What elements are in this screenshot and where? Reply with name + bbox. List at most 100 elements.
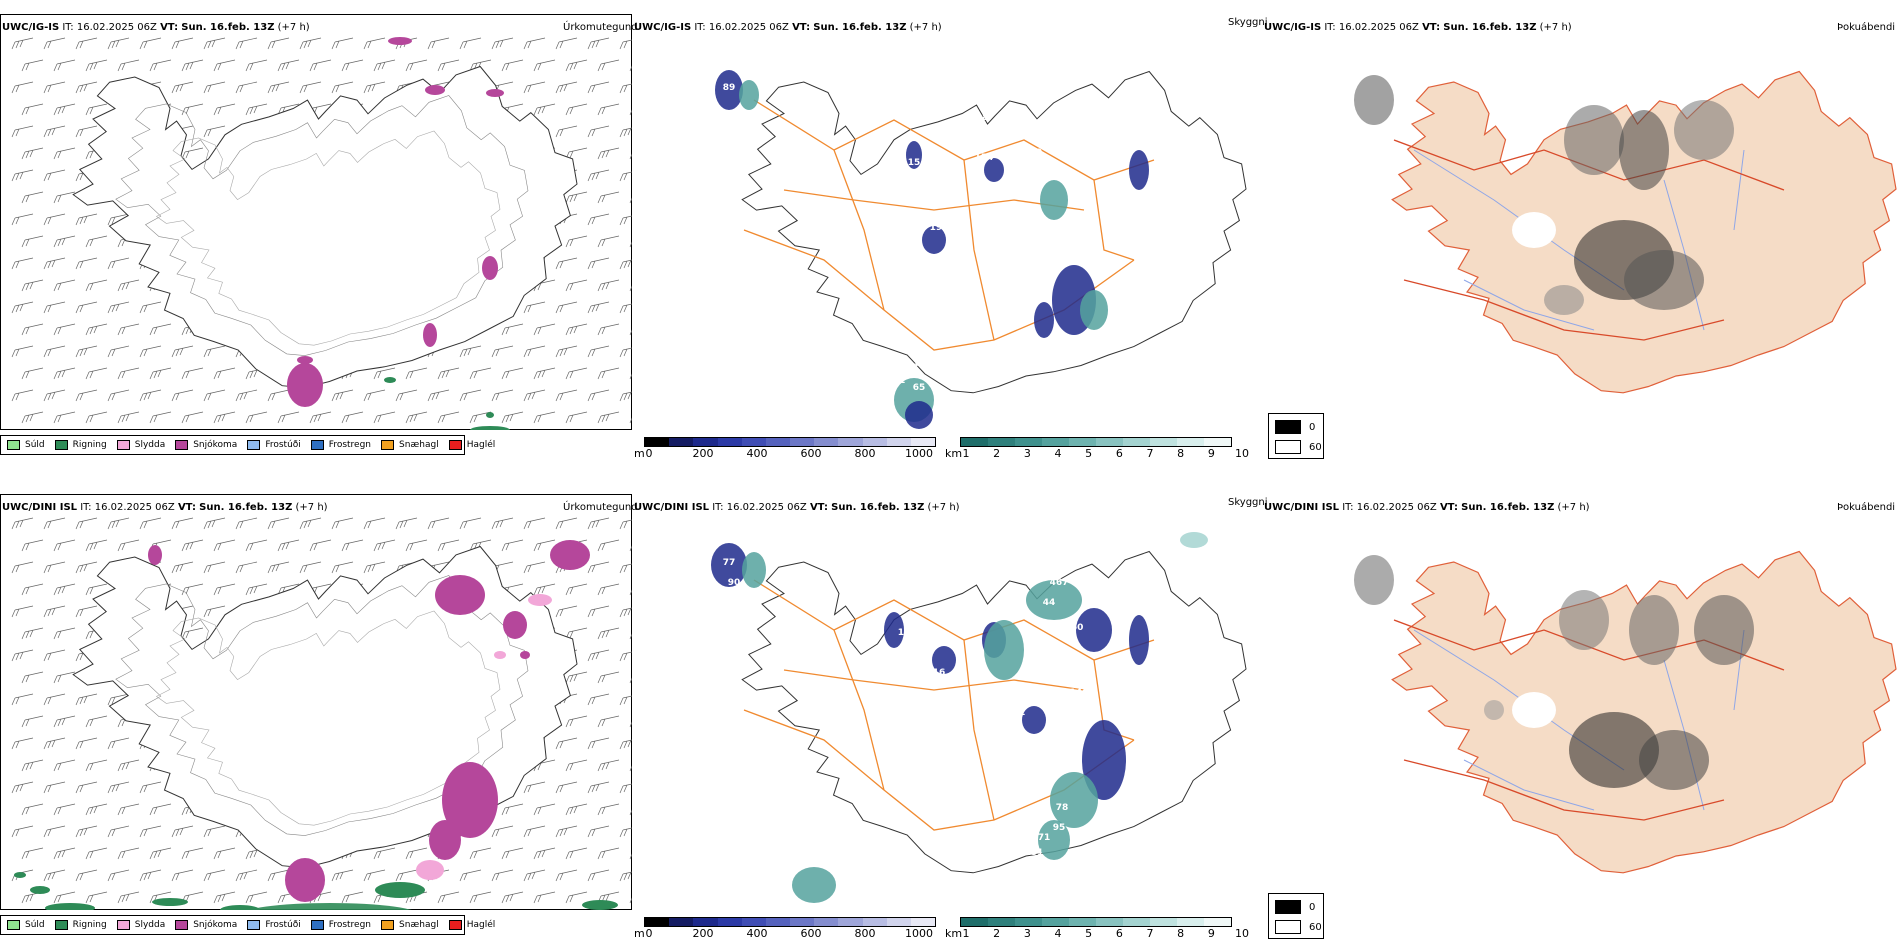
snow-area	[429, 820, 461, 860]
wind-barb	[203, 345, 226, 358]
wind-barb	[235, 869, 258, 882]
rain-area	[248, 903, 412, 910]
wind-barb	[565, 367, 588, 380]
low-ceiling-area	[984, 620, 1024, 680]
snow-area	[297, 356, 313, 364]
lead-time: (+7 h)	[295, 502, 328, 513]
wind-barb	[363, 869, 386, 882]
colorbar-tick-label: 9	[1207, 447, 1215, 460]
wind-barb	[523, 869, 546, 882]
precip-type-map-row2	[11, 517, 632, 910]
wind-barb	[277, 411, 300, 424]
wind-barb	[267, 517, 290, 530]
swatch	[116, 920, 130, 930]
wind-barb	[565, 891, 588, 904]
legend-item-drizzle: Súld	[7, 920, 45, 930]
wind-barb	[75, 869, 98, 882]
colorbar-tick-label: 3	[1023, 927, 1031, 940]
wind-barb	[523, 561, 546, 574]
river-line	[1463, 759, 1595, 811]
wind-barb	[107, 213, 130, 226]
rain-area	[45, 903, 95, 910]
wind-barb	[75, 737, 98, 750]
visibility-value-label: 11	[893, 376, 906, 386]
wind-barb	[11, 37, 34, 50]
wind-barb	[565, 583, 588, 596]
wind-barb	[565, 759, 588, 772]
wind-barb	[203, 125, 226, 138]
lead-time: (+7 h)	[1557, 502, 1590, 513]
swatch	[175, 920, 189, 930]
wind-barb	[43, 825, 66, 838]
legend-label: Frostúði	[265, 440, 301, 450]
fog-index-area	[1674, 100, 1734, 160]
wind-barb	[597, 191, 620, 204]
vt-label: VT:	[1439, 502, 1458, 513]
wind-barb	[629, 197, 632, 204]
road-line	[833, 629, 885, 791]
low-ceiling-area	[1040, 180, 1068, 220]
colorbar-tick-label: 800	[854, 927, 876, 940]
wind-barb	[629, 897, 632, 904]
wind-barb	[203, 825, 226, 838]
model-name: UWC/IG-IS	[1264, 22, 1322, 33]
swatch	[1275, 900, 1301, 914]
wind-barb	[43, 517, 66, 530]
wind-barb	[85, 367, 108, 380]
snow-area	[287, 363, 323, 407]
road-line	[1093, 179, 1135, 261]
colorbar-tick-label: 1	[962, 927, 970, 940]
swatch	[1275, 440, 1301, 454]
wind-barb	[53, 59, 76, 72]
swatch	[1275, 920, 1301, 934]
colorbar-tick-label: 2	[993, 927, 1001, 940]
model-name: UWC/IG-IS	[634, 22, 692, 33]
wind-barb	[43, 693, 66, 706]
wind-barb	[53, 147, 76, 160]
wind-barb	[523, 301, 546, 314]
wind-barb	[565, 279, 588, 292]
wind-barb	[533, 539, 556, 552]
wind-barb	[619, 783, 632, 794]
wind-barb	[597, 279, 620, 292]
snow-area	[148, 545, 162, 565]
wind-barb	[21, 759, 44, 772]
wind-barb	[565, 411, 588, 424]
panel-title-visibility: Skyggni	[1228, 497, 1268, 508]
lead-time: (+7 h)	[1539, 22, 1572, 33]
wind-barb	[43, 37, 66, 50]
wind-barb	[235, 561, 258, 574]
wind-barb	[21, 583, 44, 596]
wind-barb	[427, 389, 450, 402]
wind-barb	[629, 721, 632, 728]
wind-barb	[21, 539, 44, 552]
wind-barb	[21, 191, 44, 204]
wind-barb	[629, 241, 632, 248]
low-ceiling-area	[984, 158, 1004, 182]
precip-legend-row2: Súld Rigning Slydda Snjókoma Frostúði Fr…	[0, 915, 495, 935]
river-line	[1463, 279, 1595, 331]
wind-barb	[139, 869, 162, 882]
vt-label: VT:	[792, 22, 811, 33]
wind-barb	[587, 737, 610, 750]
wind-barb	[597, 323, 620, 336]
low-ceiling-area	[1038, 820, 1070, 860]
wind-barb	[501, 367, 524, 380]
wind-barb	[491, 869, 514, 882]
low-ceiling-area	[792, 867, 836, 903]
wind-barb	[213, 539, 236, 552]
wind-barb	[597, 103, 620, 116]
wind-barb	[565, 323, 588, 336]
colorbar-tick-label: 1000	[905, 927, 933, 940]
wind-barb	[299, 81, 322, 94]
wind-barb	[437, 59, 460, 72]
wind-barb	[75, 517, 98, 530]
wind-barb	[139, 37, 162, 50]
wind-barb	[139, 781, 162, 794]
wind-barb	[149, 367, 172, 380]
wind-barb	[107, 257, 130, 270]
wind-barb	[85, 59, 108, 72]
wind-barb	[469, 367, 492, 380]
wind-barb	[341, 411, 364, 424]
colorbar-tick-label: 400	[746, 927, 768, 940]
